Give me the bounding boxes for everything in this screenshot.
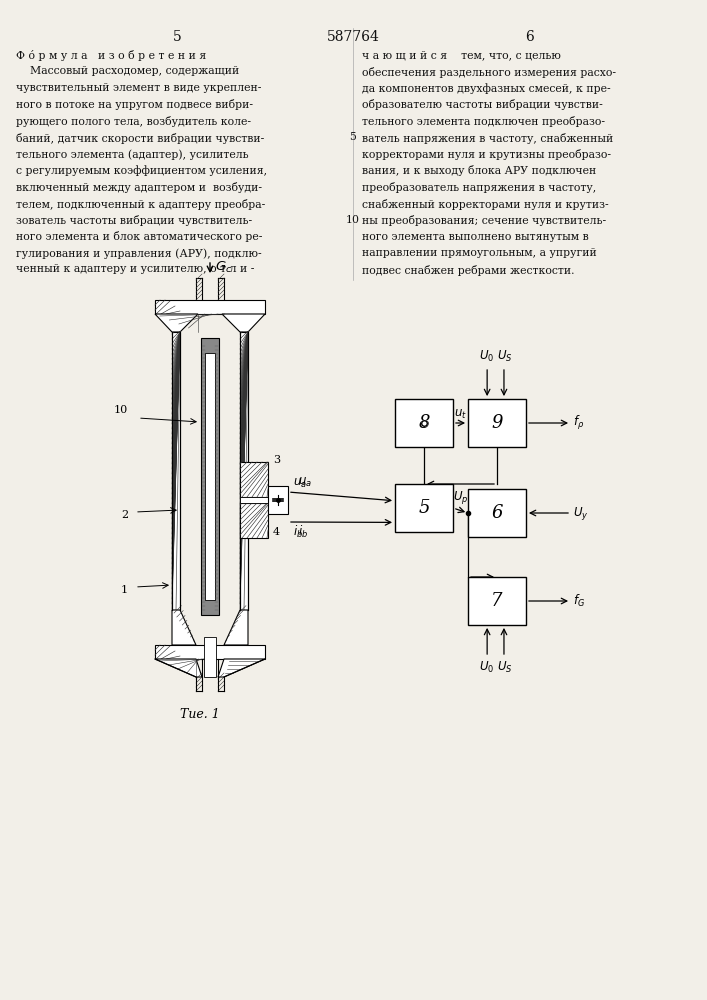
Bar (204, 637, 216, 677)
Bar (468, 577, 526, 625)
Text: включенный между адаптером и  возбуди-: включенный между адаптером и возбуди- (16, 182, 262, 193)
Text: ного в потоке на упругом подвесе вибри-: ного в потоке на упругом подвесе вибри- (16, 100, 253, 110)
Polygon shape (222, 314, 265, 332)
Text: обеспечения раздельного измерения расхо-: обеспечения раздельного измерения расхо- (362, 66, 616, 78)
Text: телем, подключенный к адаптеру преобра-: телем, подключенный к адаптеру преобра- (16, 198, 265, 210)
Bar (468, 399, 526, 447)
Text: 2: 2 (121, 510, 128, 520)
Text: ного элемента и блок автоматического ре-: ного элемента и блок автоматического ре- (16, 232, 262, 242)
Bar (240, 497, 268, 503)
Text: ватель напряжения в частоту, снабженный: ватель напряжения в частоту, снабженный (362, 132, 613, 143)
Bar (395, 399, 453, 447)
Text: $u_a$: $u_a$ (298, 476, 312, 489)
Text: $u_a$: $u_a$ (293, 477, 307, 490)
Text: снабженный корректорами нуля и крутиз-: снабженный корректорами нуля и крутиз- (362, 198, 609, 210)
Text: 6: 6 (525, 30, 534, 44)
Text: ч а ю щ и й с я    тем, что, с целью: ч а ю щ и й с я тем, что, с целью (362, 50, 561, 60)
Text: преобразователь напряжения в частоту,: преобразователь напряжения в частоту, (362, 182, 596, 193)
Text: $U_0$: $U_0$ (479, 660, 493, 675)
Text: $U_S$: $U_S$ (497, 660, 513, 675)
Text: корректорами нуля и крутизны преобразо-: корректорами нуля и крутизны преобразо- (362, 149, 611, 160)
Text: $U_S$: $U_S$ (497, 349, 513, 364)
Text: 9: 9 (491, 414, 503, 432)
Text: гулирования и управления (АРУ), подклю-: гулирования и управления (АРУ), подклю- (16, 248, 262, 259)
Text: Массовый расходомер, содержащий: Массовый расходомер, содержащий (16, 66, 239, 77)
Text: тельного элемента подключен преобразо-: тельного элемента подключен преобразо- (362, 116, 605, 127)
Polygon shape (224, 610, 248, 645)
Text: 6: 6 (491, 504, 503, 522)
Text: чувствительный элемент в виде укреплен-: чувствительный элемент в виде укреплен- (16, 83, 262, 93)
Text: $i_b$: $i_b$ (298, 524, 308, 540)
Text: баний, датчик скорости вибрации чувстви-: баний, датчик скорости вибрации чувстви- (16, 132, 264, 143)
Text: с регулируемым коэффициентом усиления,: с регулируемым коэффициентом усиления, (16, 165, 267, 176)
Bar (240, 332, 248, 610)
Polygon shape (218, 659, 265, 677)
Text: ны преобразования; сечение чувствитель-: ны преобразования; сечение чувствитель- (362, 215, 606, 226)
Text: 4: 4 (273, 527, 280, 537)
Text: $U_y$: $U_y$ (573, 504, 588, 522)
Text: 8: 8 (419, 414, 430, 432)
Bar (240, 462, 268, 497)
Text: $f_\rho$: $f_\rho$ (573, 414, 584, 432)
Text: ченный к адаптеру и усилителю, о т л и -: ченный к адаптеру и усилителю, о т л и - (16, 264, 255, 274)
Text: 5: 5 (173, 30, 182, 44)
Bar (240, 503, 268, 538)
Text: 10: 10 (346, 215, 360, 225)
Bar (155, 645, 265, 659)
Bar (268, 486, 288, 514)
Bar (172, 332, 180, 610)
Text: $f_G$: $f_G$ (573, 593, 585, 609)
Text: да компонентов двухфазных смесей, к пре-: да компонентов двухфазных смесей, к пре- (362, 83, 611, 94)
Text: ного элемента выполнено вытянутым в: ного элемента выполнено вытянутым в (362, 232, 589, 241)
Polygon shape (155, 314, 198, 332)
Text: рующего полого тела, возбудитель коле-: рующего полого тела, возбудитель коле- (16, 116, 251, 127)
Text: Τие. 1: Τие. 1 (180, 708, 220, 722)
Text: образователю частоты вибрации чувстви-: образователю частоты вибрации чувстви- (362, 100, 603, 110)
Text: Ф ó р м у л а   и з о б р е т е н и я: Ф ó р м у л а и з о б р е т е н и я (16, 50, 206, 61)
Text: $U_0$: $U_0$ (479, 349, 493, 364)
Polygon shape (155, 659, 202, 677)
Bar (395, 484, 453, 532)
Text: направлении прямоугольным, а упругий: направлении прямоугольным, а упругий (362, 248, 597, 258)
Text: 5: 5 (349, 132, 356, 142)
Bar (201, 338, 219, 615)
Text: 587764: 587764 (327, 30, 380, 44)
Text: 10: 10 (114, 405, 128, 415)
Text: 7: 7 (491, 592, 503, 610)
Bar (155, 300, 265, 314)
Text: $u_t$: $u_t$ (454, 408, 467, 421)
Bar (205, 353, 215, 600)
Text: зователь частоты вибрации чувствитель-: зователь частоты вибрации чувствитель- (16, 215, 252, 226)
Bar (468, 489, 526, 537)
Text: 3: 3 (273, 455, 280, 465)
Text: $i_b$: $i_b$ (293, 524, 303, 540)
Text: вания, и к выходу блока АРУ подключен: вания, и к выходу блока АРУ подключен (362, 165, 596, 176)
Text: 5: 5 (419, 499, 430, 517)
Text: тельного элемента (адаптер), усилитель: тельного элемента (адаптер), усилитель (16, 149, 249, 160)
Polygon shape (172, 610, 196, 645)
Text: подвес снабжен ребрами жесткости.: подвес снабжен ребрами жесткости. (362, 264, 575, 275)
Text: $U_p$: $U_p$ (452, 489, 468, 506)
Text: 1: 1 (121, 585, 128, 595)
Text: $G_c$: $G_c$ (215, 260, 232, 275)
